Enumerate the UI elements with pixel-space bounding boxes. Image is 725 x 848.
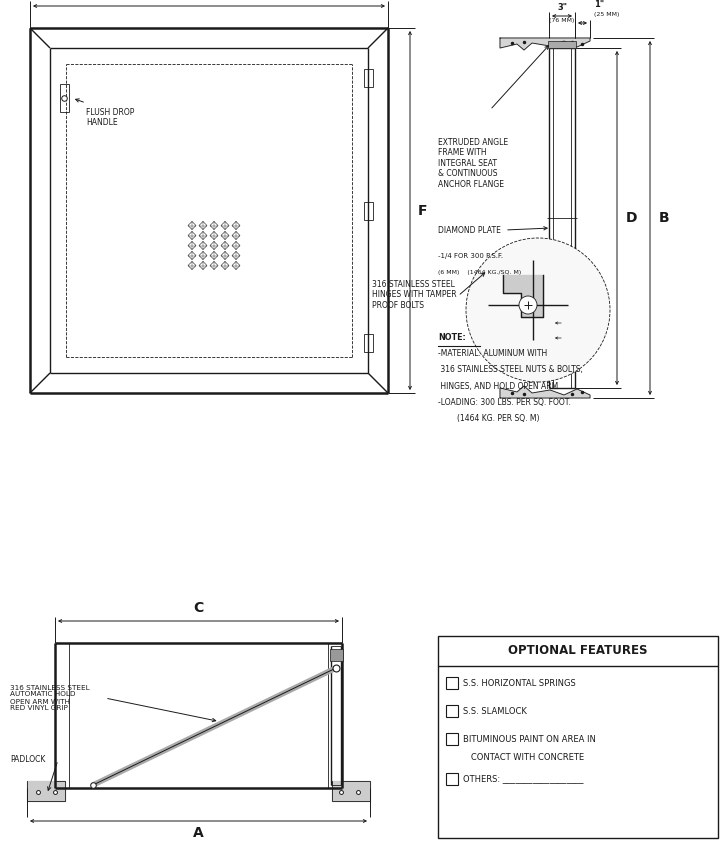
Text: PADLOCK: PADLOCK xyxy=(10,756,46,765)
Bar xyxy=(446,773,458,785)
Text: NOTE:: NOTE: xyxy=(438,333,465,342)
Text: HINGES, AND HOLD OPEN ARM.: HINGES, AND HOLD OPEN ARM. xyxy=(438,382,560,391)
Text: (25 MM): (25 MM) xyxy=(594,12,619,17)
Text: OPTIONAL FEATURES: OPTIONAL FEATURES xyxy=(508,644,647,657)
Bar xyxy=(446,733,458,745)
Polygon shape xyxy=(332,781,370,801)
Text: 316 STAINLESS STEEL NUTS & BOLTS,: 316 STAINLESS STEEL NUTS & BOLTS, xyxy=(438,365,583,375)
Bar xyxy=(363,334,373,352)
Text: S.S. SLAMLOCK: S.S. SLAMLOCK xyxy=(463,706,527,716)
Bar xyxy=(548,41,576,48)
Circle shape xyxy=(466,238,610,382)
Text: OTHERS: ___________________: OTHERS: ___________________ xyxy=(463,774,584,784)
Bar xyxy=(438,636,718,838)
Polygon shape xyxy=(500,386,590,398)
Text: 316 STAINLESS STEEL
HINGES WITH TAMPER
PROOF BOLTS: 316 STAINLESS STEEL HINGES WITH TAMPER P… xyxy=(372,280,457,310)
Text: S.S. HORIZONTAL SPRINGS: S.S. HORIZONTAL SPRINGS xyxy=(463,678,576,688)
Text: 316 STAINLESS STEEL
AUTOMATIC HOLD
OPEN ARM WITH
RED VINYL GRIP: 316 STAINLESS STEEL AUTOMATIC HOLD OPEN … xyxy=(10,684,90,711)
Bar xyxy=(446,705,458,717)
Text: (6 MM)    (1464 KG./SQ. M): (6 MM) (1464 KG./SQ. M) xyxy=(438,270,521,275)
Text: FLUSH DROP
HANDLE: FLUSH DROP HANDLE xyxy=(86,108,134,127)
Text: C: C xyxy=(194,601,204,615)
Text: F: F xyxy=(418,204,428,217)
Text: (76 MM): (76 MM) xyxy=(550,18,575,23)
Text: -1/4 FOR 300 P.S.F.: -1/4 FOR 300 P.S.F. xyxy=(438,253,503,259)
Circle shape xyxy=(519,296,537,314)
Polygon shape xyxy=(27,781,65,801)
Text: BITUMINOUS PAINT ON AREA IN: BITUMINOUS PAINT ON AREA IN xyxy=(463,734,596,744)
Text: EXTRUDED ANGLE
FRAME WITH
INTEGRAL SEAT
& CONTINUOUS
ANCHOR FLANGE: EXTRUDED ANGLE FRAME WITH INTEGRAL SEAT … xyxy=(438,138,508,188)
Text: CONTACT WITH CONCRETE: CONTACT WITH CONCRETE xyxy=(463,752,584,762)
Polygon shape xyxy=(503,275,543,317)
Text: D: D xyxy=(626,211,637,225)
Text: -LOADING: 300 LBS. PER SQ. FOOT.: -LOADING: 300 LBS. PER SQ. FOOT. xyxy=(438,398,571,407)
Text: -MATERIAL: ALUMINUM WITH: -MATERIAL: ALUMINUM WITH xyxy=(438,349,547,358)
Bar xyxy=(59,84,68,112)
Bar xyxy=(363,202,373,220)
Text: 3": 3" xyxy=(557,3,567,12)
Bar xyxy=(329,649,342,661)
Bar xyxy=(446,677,458,689)
Text: DIAMOND PLATE: DIAMOND PLATE xyxy=(438,226,501,235)
Text: 1": 1" xyxy=(594,0,604,9)
Bar xyxy=(363,69,373,87)
Polygon shape xyxy=(500,38,590,50)
Text: A: A xyxy=(193,826,204,840)
Text: B: B xyxy=(659,211,670,225)
Text: (1464 KG. PER SQ. M): (1464 KG. PER SQ. M) xyxy=(438,414,539,423)
